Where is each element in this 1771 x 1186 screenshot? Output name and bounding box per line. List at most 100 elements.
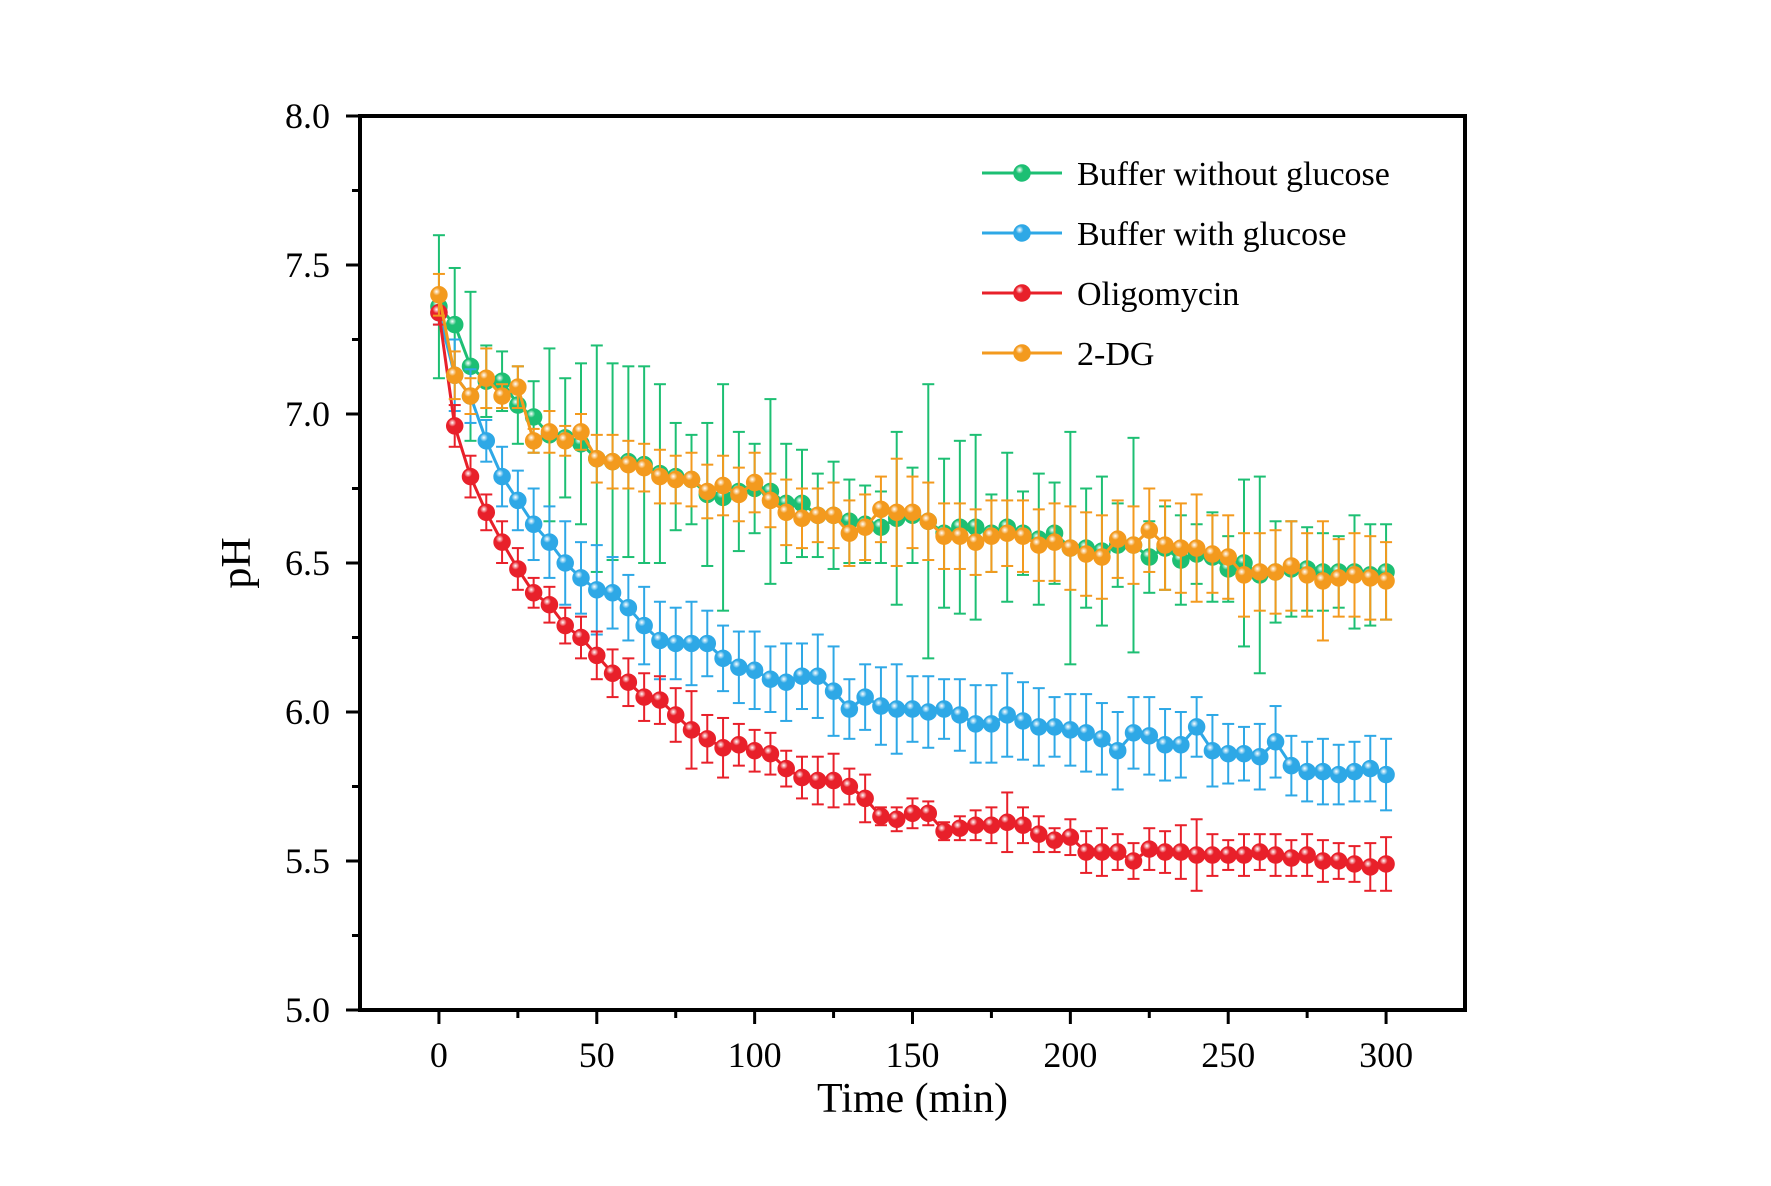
data-point (1077, 843, 1095, 861)
data-point (1061, 828, 1080, 846)
data-point (998, 813, 1016, 832)
data-point (1377, 765, 1395, 784)
data-point (1108, 530, 1127, 548)
data-point (809, 506, 827, 525)
data-point (477, 503, 496, 522)
data-point (935, 822, 953, 840)
data-point (682, 634, 701, 653)
legend-item: Oligomycin (982, 276, 1239, 313)
data-point (824, 771, 843, 790)
data-point (461, 387, 480, 405)
x-tick-label: 200 (1043, 1035, 1097, 1075)
data-point (730, 736, 748, 754)
legend-label: Buffer without glucose (1077, 156, 1390, 193)
data-point (1172, 843, 1190, 861)
data-point (445, 366, 464, 385)
data-point (745, 473, 764, 492)
data-point (445, 417, 464, 435)
data-point (1045, 533, 1064, 551)
data-point (1329, 852, 1348, 870)
data-point (635, 616, 653, 635)
x-tick-label: 50 (579, 1035, 615, 1075)
data-point (1314, 852, 1332, 870)
data-point (761, 491, 780, 510)
data-point (809, 771, 827, 790)
legend-item: Buffer with glucose (982, 216, 1346, 253)
data-point (951, 819, 969, 837)
data-point (1030, 825, 1048, 843)
data-point (477, 369, 496, 387)
data-point (572, 628, 590, 647)
data-point (1219, 744, 1237, 763)
data-point (982, 816, 1001, 834)
data-point (761, 744, 780, 763)
series-2-dg (430, 272, 1395, 642)
legend-label: Oligomycin (1077, 276, 1239, 313)
data-point (572, 423, 590, 441)
y-tick-label: 5.0 (285, 990, 330, 1030)
data-point (777, 503, 795, 522)
y-tick-label: 7.5 (285, 245, 330, 285)
data-point (1014, 712, 1032, 730)
data-point (540, 595, 559, 614)
data-point (651, 691, 669, 709)
data-point (714, 476, 732, 495)
data-point (840, 777, 859, 796)
data-point (951, 527, 969, 545)
data-point (840, 524, 859, 542)
data-point (1124, 724, 1143, 742)
data-point (1345, 566, 1364, 584)
series-layer (430, 234, 1395, 892)
data-point (919, 512, 938, 531)
data-point (856, 518, 874, 536)
data-point (824, 506, 843, 525)
data-point (588, 646, 606, 665)
data-point (793, 509, 811, 528)
data-point (1219, 548, 1237, 566)
data-point (982, 527, 1001, 545)
data-point (1377, 855, 1395, 873)
series-oligomycin (430, 299, 1395, 892)
data-point (1235, 744, 1253, 763)
data-point (477, 432, 496, 450)
data-point (1187, 718, 1206, 736)
data-point (982, 715, 1001, 733)
data-point (1172, 539, 1190, 557)
y-tick-label: 6.5 (285, 543, 330, 583)
data-point (745, 661, 764, 680)
data-point (1045, 831, 1064, 849)
data-point (935, 700, 953, 718)
data-point (445, 315, 464, 334)
legend-item: Buffer without glucose (982, 156, 1390, 193)
data-point (698, 634, 717, 653)
data-point (1298, 846, 1316, 864)
data-point (935, 527, 953, 545)
data-point (588, 581, 606, 599)
legend-marker (1013, 284, 1031, 302)
data-point (1203, 741, 1222, 760)
data-point (887, 810, 906, 829)
data-point (887, 503, 906, 522)
data-point (1156, 736, 1174, 754)
data-point (1045, 718, 1064, 736)
data-point (1093, 730, 1111, 748)
data-point (1314, 572, 1332, 590)
data-point (682, 721, 701, 739)
data-point (1077, 724, 1095, 742)
data-point (461, 467, 480, 486)
data-point (509, 491, 527, 510)
data-point (588, 449, 606, 468)
data-point (1172, 736, 1190, 754)
data-point (1266, 563, 1285, 581)
data-point (1235, 566, 1253, 584)
data-point (1203, 545, 1222, 563)
data-point (951, 706, 969, 724)
data-point (666, 470, 685, 489)
y-axis-title: pH (214, 537, 260, 588)
data-point (1093, 843, 1111, 861)
data-point (572, 569, 590, 587)
data-point (1203, 846, 1222, 864)
data-point (651, 467, 669, 486)
data-point (682, 470, 701, 489)
data-point (745, 741, 764, 760)
